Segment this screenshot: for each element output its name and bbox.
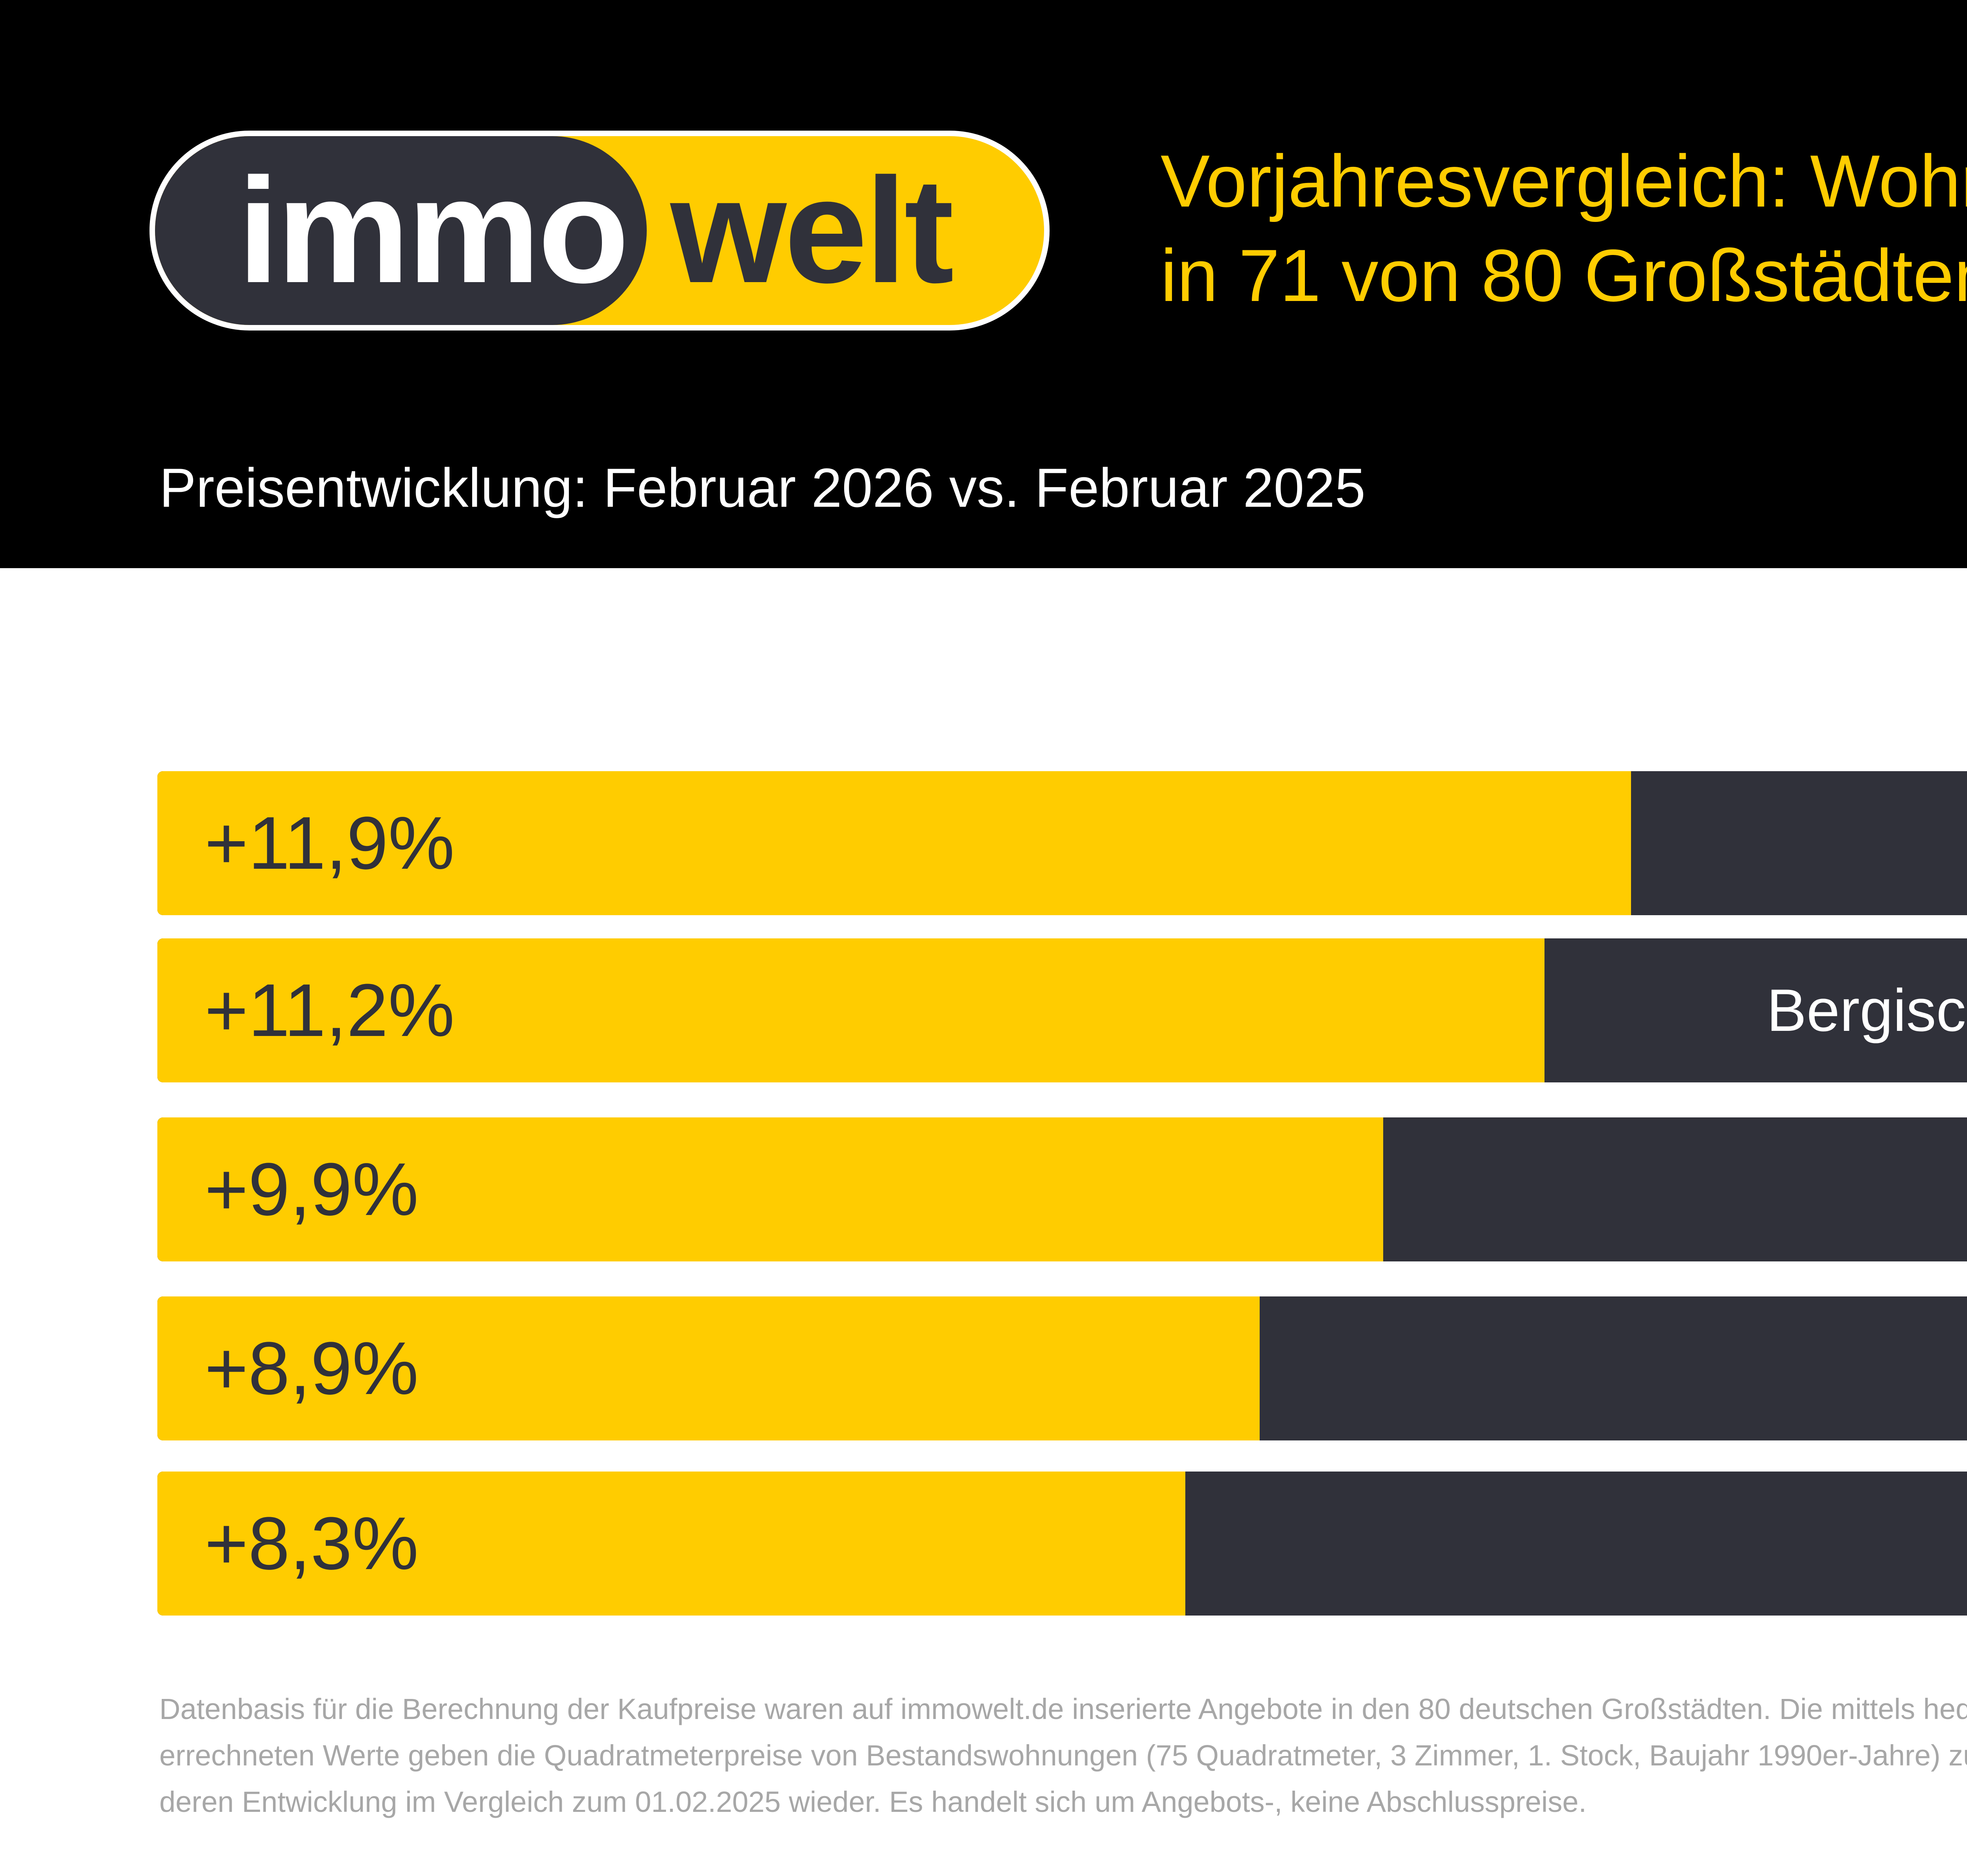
bar (157, 1117, 1384, 1261)
logo-text-welt: welt (670, 147, 954, 314)
category-label: Bergisch Gladbach (1766, 977, 1967, 1044)
footnote: Datenbasis für die Berechnung der Kaufpr… (159, 1686, 1967, 1825)
logo-dark-segment (155, 136, 647, 325)
data-label: +9,9% (205, 1148, 419, 1231)
chart-title: Vorjahresvergleich: Wohnungspreise in 71… (1161, 134, 1967, 323)
bar (157, 938, 1544, 1082)
header: immo welt Vorjahresvergleich: Wohnungspr… (0, 0, 1967, 568)
immowelt-logo: immo welt (149, 131, 1050, 331)
data-label: +11,2% (205, 969, 455, 1052)
data-label: +8,3% (205, 1502, 419, 1585)
title-line-2: in 71 von 80 Großstädten gestiegen (1161, 234, 1967, 317)
data-label: +8,9% (205, 1327, 419, 1410)
bar-row: +9,9%Mannheim (157, 1117, 1967, 1261)
logo-text-immo: immo (238, 147, 629, 314)
footnote-line-3: deren Entwicklung im Vergleich zum 01.02… (159, 1786, 1587, 1818)
footnote-line-1: Datenbasis für die Berechnung der Kaufpr… (159, 1693, 1967, 1725)
bar-row: +11,9%Göttingen (157, 771, 1967, 915)
footnote-line-2: errechneten Werte geben die Quadratmeter… (159, 1739, 1967, 1772)
bar (157, 1472, 1185, 1616)
bar (157, 771, 1631, 915)
bar-row: +8,9%Ulm (157, 1296, 1967, 1440)
bar-row: +11,2% Bergisch Gladbach (157, 938, 1967, 1082)
data-label: +11,9% (205, 801, 455, 885)
bar (157, 1296, 1260, 1440)
title-line-1: Vorjahresvergleich: Wohnungspreise (1161, 140, 1967, 222)
chart-subtitle: Preisentwicklung: Februar 2026 vs. Febru… (159, 457, 1366, 519)
bar-row: +8,3%Rostock (157, 1472, 1967, 1616)
